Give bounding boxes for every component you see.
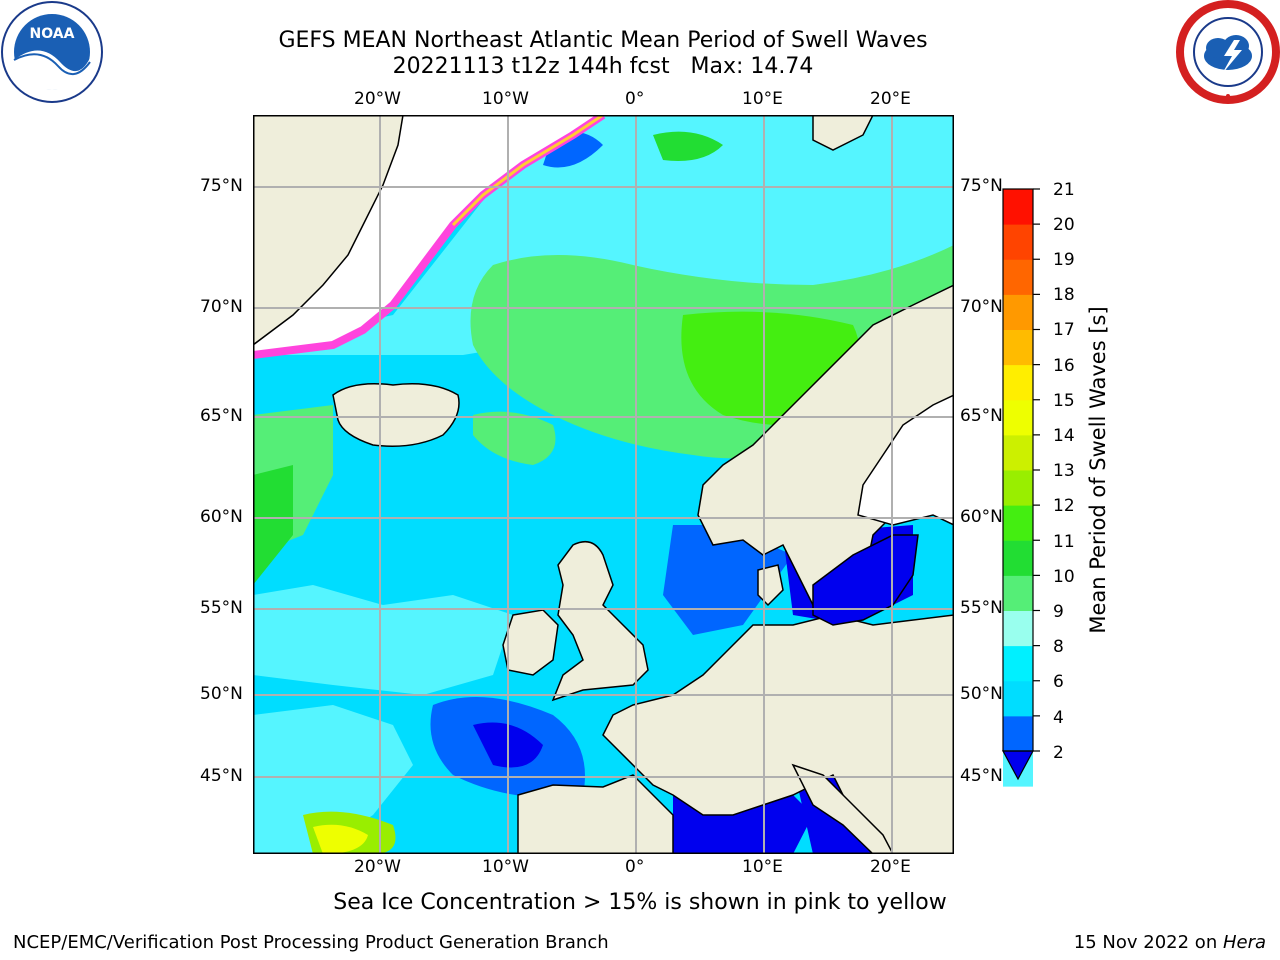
lon-tick-bottom-0: 0° xyxy=(625,857,645,877)
lat-tick-left-45n: 45°N xyxy=(200,766,243,786)
lon-tick-top-10w: 10°W xyxy=(482,89,529,109)
colorbar-band-14-15 xyxy=(1003,399,1033,436)
colorbar-tick-14: 14 xyxy=(1053,426,1075,446)
colorbar-band-19-20 xyxy=(1003,224,1033,260)
noaa-logo: NOAA xyxy=(0,0,104,108)
lat-tick-right-50n: 50°N xyxy=(960,684,1003,704)
footer-host: Hera xyxy=(1222,932,1266,953)
map-title-line2: 20221113 t12z 144h fcst Max: 14.74 xyxy=(392,54,814,79)
lon-tick-bottom-10e: 10°E xyxy=(742,857,783,877)
colorbar-band-8-9 xyxy=(1003,610,1033,647)
lat-tick-right-45n: 45°N xyxy=(960,766,1003,786)
map-border xyxy=(253,115,954,854)
colorbar-band-20-21 xyxy=(1003,189,1033,225)
lat-tick-right-70n: 70°N xyxy=(960,297,1003,317)
colorbar-label: Mean Period of Swell Waves [s] xyxy=(1086,306,1110,634)
lat-tick-right-65n: 65°N xyxy=(960,406,1003,426)
lat-tick-right-60n: 60°N xyxy=(960,507,1003,527)
lon-tick-bottom-20e: 20°E xyxy=(870,857,911,877)
lat-tick-left-70n: 70°N xyxy=(200,297,243,317)
colorbar-band-16-17 xyxy=(1003,329,1033,366)
lon-tick-top-0: 0° xyxy=(625,89,645,109)
colorbar-band-4-6 xyxy=(1003,680,1033,717)
lat-tick-left-65n: 65°N xyxy=(200,406,243,426)
colorbar-tick-4: 4 xyxy=(1053,708,1064,728)
colorbar-tick-6: 6 xyxy=(1053,672,1064,692)
lon-tick-top-10e: 10°E xyxy=(742,89,783,109)
greenland xyxy=(253,115,404,346)
nws-logo xyxy=(1176,0,1280,108)
footer-credit: NCEP/EMC/Verification Post Processing Pr… xyxy=(13,932,609,953)
continental-europe xyxy=(602,614,954,854)
lat-tick-right-55n: 55°N xyxy=(960,598,1003,618)
colorbar-tick-2: 2 xyxy=(1053,743,1064,763)
colorbar-tick-9: 9 xyxy=(1053,602,1064,622)
footer-date-text: 15 Nov 2022 on xyxy=(1073,932,1223,953)
map-title-line1: GEFS MEAN Northeast Atlantic Mean Period… xyxy=(278,28,928,53)
colorbar-tick-11: 11 xyxy=(1053,532,1075,552)
sea-ice-caption: Sea Ice Concentration > 15% is shown in … xyxy=(333,890,947,915)
iberia xyxy=(517,774,674,854)
colorbar-band-17-18 xyxy=(1003,294,1033,330)
colorbar-band-6-7 xyxy=(1003,645,1033,682)
swell-period-map xyxy=(253,115,954,854)
graticule xyxy=(253,115,954,854)
lon-tick-bottom-10w: 10°W xyxy=(482,857,529,877)
colorbar-band-18-19 xyxy=(1003,259,1033,295)
lat-tick-left-50n: 50°N xyxy=(200,684,243,704)
colorbar-tick-20: 20 xyxy=(1053,215,1075,235)
great-britain xyxy=(551,540,649,702)
colorbar-tick-16: 16 xyxy=(1053,356,1075,376)
colorbar-tick-18: 18 xyxy=(1053,285,1075,305)
colorbar-band-15-16 xyxy=(1003,364,1033,401)
colorbar-band-13-14 xyxy=(1003,434,1033,471)
lon-tick-top-20w: 20°W xyxy=(354,89,401,109)
colorbar-tick-15: 15 xyxy=(1053,391,1075,411)
colorbar-tick-8: 8 xyxy=(1053,637,1064,657)
colorbar-band-9-10 xyxy=(1003,575,1033,611)
colorbar xyxy=(1001,188,1040,787)
lon-tick-bottom-20w: 20°W xyxy=(354,857,401,877)
svalbard xyxy=(812,115,874,151)
colorbar-tick-19: 19 xyxy=(1053,250,1075,270)
lon-tick-top-20e: 20°E xyxy=(870,89,911,109)
colorbar-tick-17: 17 xyxy=(1053,320,1075,340)
lat-tick-left-75n: 75°N xyxy=(200,176,243,196)
noaa-logo-text: NOAA xyxy=(30,26,75,42)
colorbar-tick-10: 10 xyxy=(1053,567,1075,587)
colorbar-band-10-11 xyxy=(1003,540,1033,576)
colorbar-tick-12: 12 xyxy=(1053,496,1075,516)
lat-tick-left-55n: 55°N xyxy=(200,598,243,618)
lat-tick-left-60n: 60°N xyxy=(200,507,243,527)
colorbar-band-12-13 xyxy=(1003,470,1033,506)
ireland xyxy=(502,609,559,676)
colorbar-band-11-12 xyxy=(1003,505,1033,541)
lat-tick-right-75n: 75°N xyxy=(960,176,1003,196)
colorbar-tick-13: 13 xyxy=(1053,461,1075,481)
colorbar-tick-21: 21 xyxy=(1053,180,1075,200)
scandinavia xyxy=(697,284,954,626)
footer-date: 15 Nov 2022 on Hera xyxy=(1074,932,1266,953)
colorbar-band-2-4 xyxy=(1003,715,1033,752)
